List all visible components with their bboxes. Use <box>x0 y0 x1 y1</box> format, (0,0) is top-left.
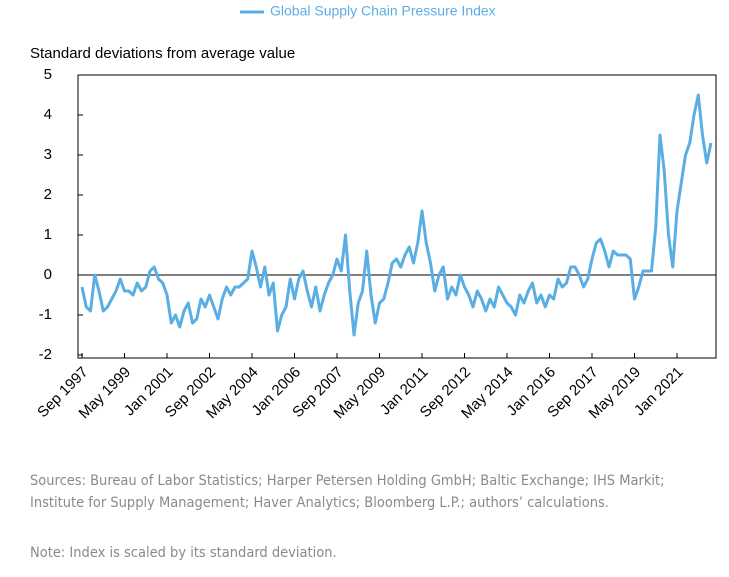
y-tick-label: 5 <box>44 66 52 83</box>
sources: Sources: Bureau of Labor Statistics; Har… <box>30 473 665 511</box>
legend-label: Global Supply Chain Pressure Index <box>270 3 496 19</box>
series-line <box>80 93 713 337</box>
y-tick-label: 2 <box>44 186 52 203</box>
y-tick-label: -1 <box>39 306 52 323</box>
y-tick-label: 4 <box>44 106 52 123</box>
y-tick-label: 1 <box>44 226 52 243</box>
y-tick-label: 0 <box>44 266 52 283</box>
note: Note: Index is scaled by its standard de… <box>30 545 337 561</box>
y-tick-label: -2 <box>39 346 52 363</box>
chart: Standard deviations from average value -… <box>30 3 717 422</box>
y-tick-label: 3 <box>44 146 52 163</box>
plot-frame <box>77 74 717 359</box>
y-axis-label: Standard deviations from average value <box>30 45 295 62</box>
